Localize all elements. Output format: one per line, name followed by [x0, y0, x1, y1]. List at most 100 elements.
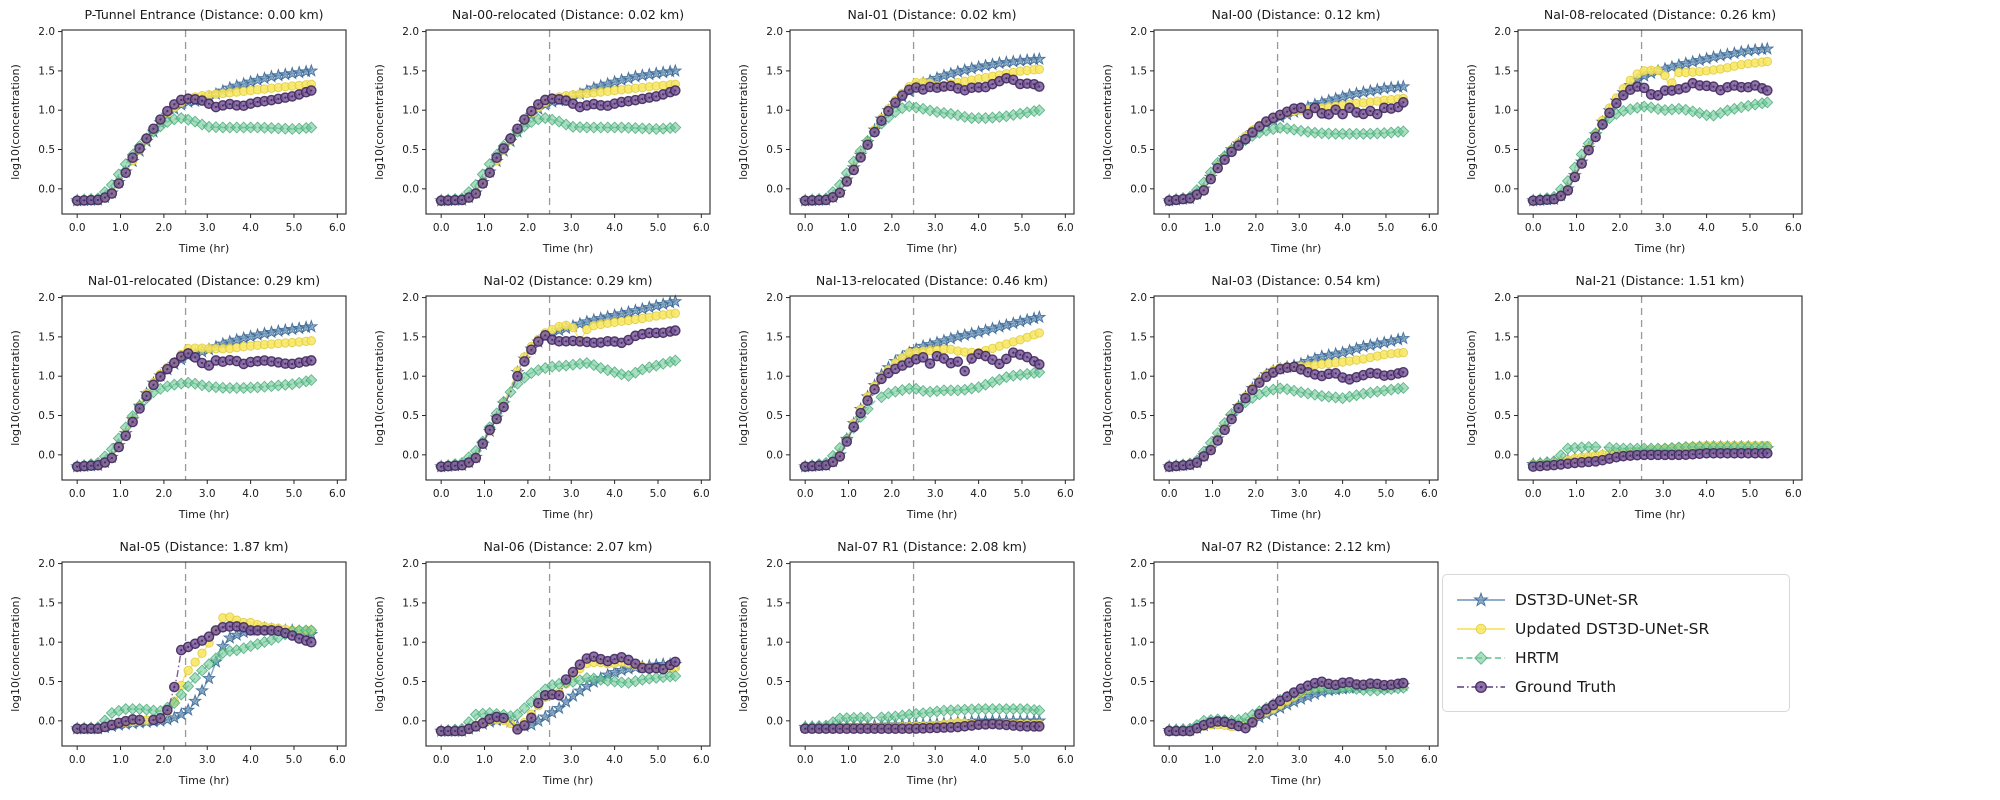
- svg-text:0.0: 0.0: [69, 222, 86, 234]
- series-gt: [71, 348, 317, 472]
- svg-text:2.0: 2.0: [1130, 292, 1147, 304]
- svg-text:0.0: 0.0: [1161, 754, 1178, 766]
- svg-text:NaI-07 R1 (Distance: 2.08 km): NaI-07 R1 (Distance: 2.08 km): [837, 539, 1027, 554]
- svg-text:2.0: 2.0: [1130, 558, 1147, 570]
- svg-text:0.0: 0.0: [797, 222, 814, 234]
- svg-text:0.0: 0.0: [1161, 488, 1178, 500]
- svg-text:2.0: 2.0: [1494, 292, 1511, 304]
- svg-text:1.5: 1.5: [1130, 597, 1147, 609]
- series-gt: [1163, 97, 1409, 206]
- svg-text:2.0: 2.0: [1248, 488, 1265, 500]
- svg-text:0.0: 0.0: [797, 488, 814, 500]
- svg-text:Time (hr): Time (hr): [1270, 242, 1322, 255]
- svg-text:log10(concentration): log10(concentration): [373, 64, 386, 180]
- svg-text:NaI-21 (Distance: 1.51 km): NaI-21 (Distance: 1.51 km): [1576, 273, 1745, 288]
- subplot-nai-03-svg: NaI-03 (Distance: 0.54 km) log10(concentr…: [1101, 273, 1439, 521]
- subplot-nai-00-svg: NaI-00 (Distance: 0.12 km) log10(concentr…: [1101, 7, 1439, 255]
- svg-text:6.0: 6.0: [1421, 488, 1438, 500]
- svg-text:1.5: 1.5: [38, 65, 55, 77]
- svg-text:log10(concentration): log10(concentration): [737, 596, 750, 712]
- svg-text:1.0: 1.0: [1204, 222, 1221, 234]
- svg-text:4.0: 4.0: [606, 222, 623, 234]
- svg-text:1.5: 1.5: [402, 597, 419, 609]
- legend-label: Ground Truth: [1515, 677, 1617, 696]
- legend-entry-dst3d: DST3D-UNet-SR: [1455, 585, 1775, 614]
- svg-text:0.5: 0.5: [1130, 676, 1147, 688]
- svg-text:0.0: 0.0: [38, 183, 55, 195]
- svg-text:5.0: 5.0: [1742, 222, 1759, 234]
- subplot-nai-01: NaI-01 (Distance: 0.02 km) log10(concentr…: [734, 0, 1098, 266]
- subplot-nai-01-relocated-svg: NaI-01-relocated (Distance: 0.29 km) log1…: [9, 273, 347, 521]
- svg-text:1.0: 1.0: [38, 371, 55, 383]
- svg-text:3.0: 3.0: [927, 222, 944, 234]
- svg-text:1.0: 1.0: [1130, 371, 1147, 383]
- svg-text:6.0: 6.0: [693, 222, 710, 234]
- subplot-nai-07-r2: NaI-07 R2 (Distance: 2.12 km) log10(conce…: [1098, 532, 1462, 798]
- svg-text:0.0: 0.0: [1525, 222, 1542, 234]
- legend-entry-ground-truth: Ground Truth: [1455, 672, 1775, 701]
- svg-text:1.0: 1.0: [1204, 488, 1221, 500]
- subplot-nai-01-svg: NaI-01 (Distance: 0.02 km) log10(concentr…: [737, 7, 1075, 255]
- subplot-nai-06-svg: NaI-06 (Distance: 2.07 km) log10(concentr…: [373, 539, 711, 787]
- svg-text:2.0: 2.0: [520, 754, 537, 766]
- svg-text:6.0: 6.0: [1057, 754, 1074, 766]
- svg-text:1.0: 1.0: [1494, 371, 1511, 383]
- svg-text:Time (hr): Time (hr): [542, 508, 594, 521]
- svg-text:6.0: 6.0: [1785, 488, 1802, 500]
- subplot-nai-13-relocated-svg: NaI-13-relocated (Distance: 0.46 km) log1…: [737, 273, 1075, 521]
- svg-text:Time (hr): Time (hr): [1634, 508, 1686, 521]
- svg-text:1.0: 1.0: [840, 488, 857, 500]
- series-gt: [799, 72, 1045, 206]
- legend-label: DST3D-UNet-SR: [1515, 590, 1639, 609]
- svg-text:6.0: 6.0: [1421, 222, 1438, 234]
- svg-text:1.0: 1.0: [766, 105, 783, 117]
- svg-text:Time (hr): Time (hr): [542, 774, 594, 787]
- svg-text:3.0: 3.0: [1655, 222, 1672, 234]
- svg-text:NaI-01 (Distance: 0.02 km): NaI-01 (Distance: 0.02 km): [848, 7, 1017, 22]
- series-gt: [1527, 447, 1773, 472]
- svg-text:2.0: 2.0: [520, 488, 537, 500]
- svg-text:1.5: 1.5: [402, 331, 419, 343]
- svg-text:NaI-05 (Distance: 1.87 km): NaI-05 (Distance: 1.87 km): [120, 539, 289, 554]
- svg-text:1.5: 1.5: [1494, 65, 1511, 77]
- svg-text:1.0: 1.0: [476, 754, 493, 766]
- svg-text:2.0: 2.0: [38, 292, 55, 304]
- svg-text:0.5: 0.5: [1130, 410, 1147, 422]
- svg-text:2.0: 2.0: [520, 222, 537, 234]
- svg-text:4.0: 4.0: [242, 488, 259, 500]
- svg-text:Time (hr): Time (hr): [178, 242, 230, 255]
- svg-text:1.0: 1.0: [840, 222, 857, 234]
- subplot-nai-05-svg: NaI-05 (Distance: 1.87 km) log10(concentr…: [9, 539, 347, 787]
- svg-text:0.5: 0.5: [402, 144, 419, 156]
- svg-text:0.0: 0.0: [38, 449, 55, 461]
- svg-text:2.0: 2.0: [156, 488, 173, 500]
- svg-text:NaI-02 (Distance: 0.29 km): NaI-02 (Distance: 0.29 km): [484, 273, 653, 288]
- svg-text:1.0: 1.0: [112, 754, 129, 766]
- svg-text:NaI-08-relocated (Distance: 0.: NaI-08-relocated (Distance: 0.26 km): [1544, 7, 1776, 22]
- svg-text:2.0: 2.0: [38, 558, 55, 570]
- svg-text:5.0: 5.0: [1742, 488, 1759, 500]
- svg-text:1.0: 1.0: [38, 105, 55, 117]
- svg-text:log10(concentration): log10(concentration): [1101, 330, 1114, 446]
- svg-text:4.0: 4.0: [1334, 222, 1351, 234]
- svg-text:5.0: 5.0: [1014, 222, 1031, 234]
- svg-text:log10(concentration): log10(concentration): [1465, 64, 1478, 180]
- subplot-nai-05: NaI-05 (Distance: 1.87 km) log10(concentr…: [6, 532, 370, 798]
- svg-text:1.5: 1.5: [1130, 65, 1147, 77]
- svg-text:2.0: 2.0: [402, 26, 419, 38]
- svg-text:1.5: 1.5: [38, 331, 55, 343]
- series-gt: [799, 718, 1045, 735]
- svg-text:0.5: 0.5: [766, 676, 783, 688]
- svg-text:0.0: 0.0: [766, 449, 783, 461]
- svg-text:NaI-03 (Distance: 0.54 km): NaI-03 (Distance: 0.54 km): [1212, 273, 1381, 288]
- svg-text:NaI-01-relocated (Distance: 0.: NaI-01-relocated (Distance: 0.29 km): [88, 273, 320, 288]
- svg-text:4.0: 4.0: [1698, 222, 1715, 234]
- svg-text:2.0: 2.0: [884, 754, 901, 766]
- svg-text:0.0: 0.0: [38, 715, 55, 727]
- svg-text:0.0: 0.0: [69, 488, 86, 500]
- legend: DST3D-UNet-SR Updated DST3D-UNet-SR HRTM…: [1442, 574, 1790, 712]
- svg-text:4.0: 4.0: [1334, 488, 1351, 500]
- svg-text:1.5: 1.5: [766, 597, 783, 609]
- svg-text:3.0: 3.0: [199, 754, 216, 766]
